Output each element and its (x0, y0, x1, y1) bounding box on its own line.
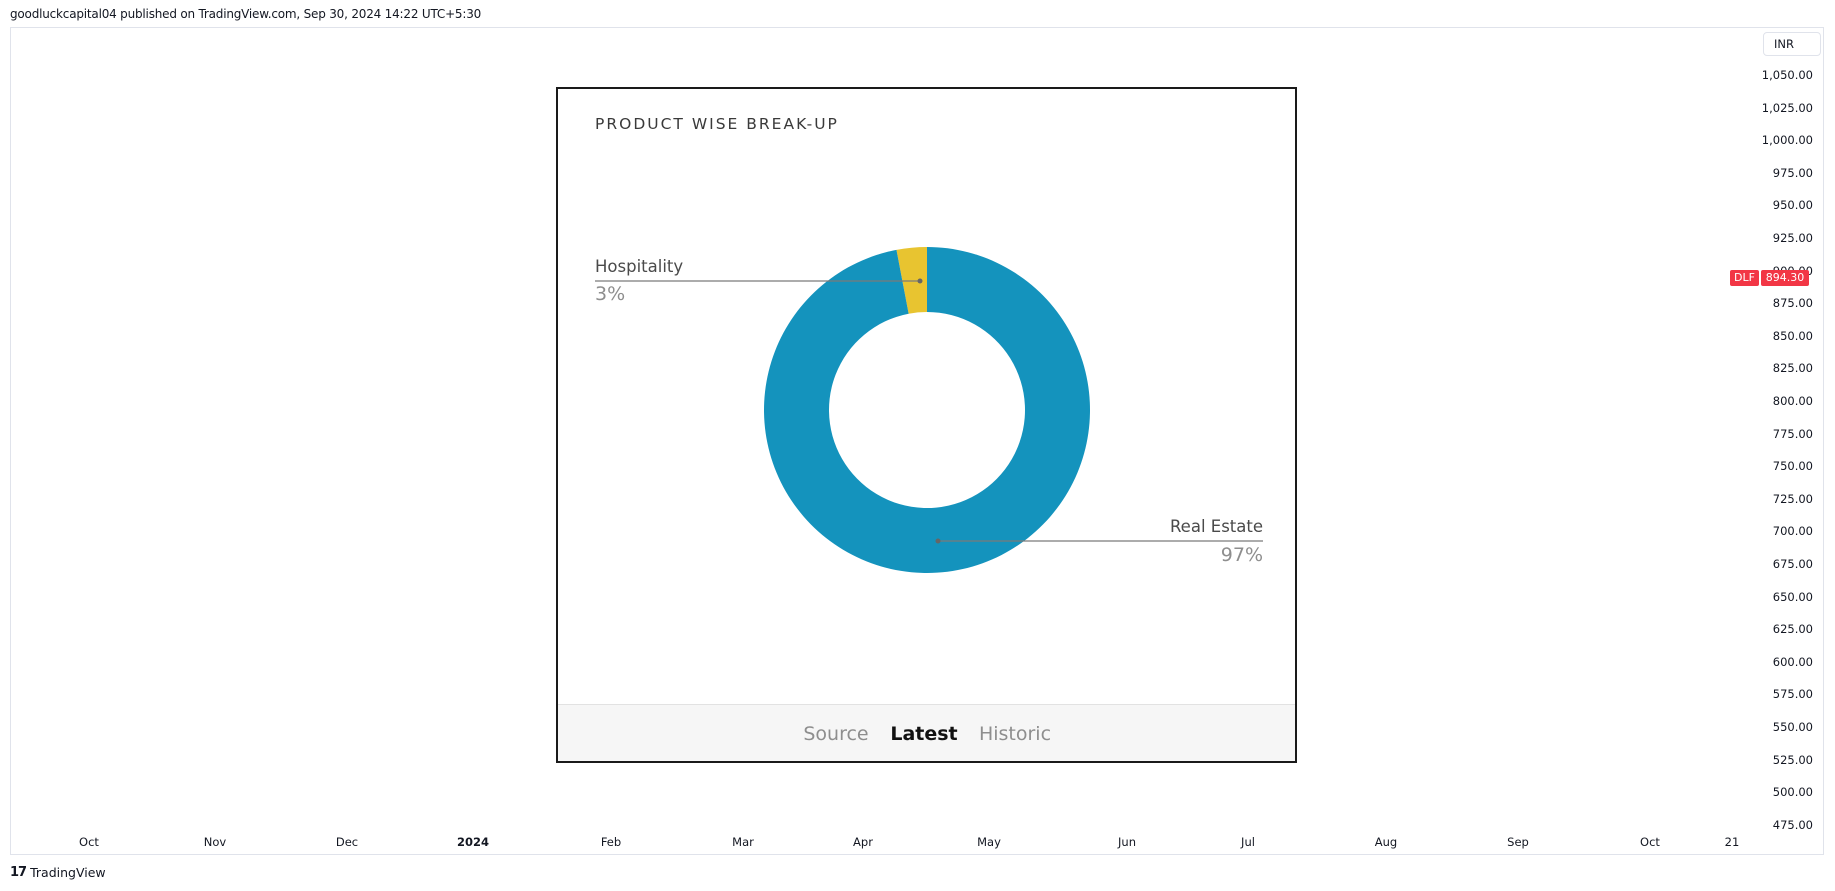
price-label: 600.00 (1772, 654, 1813, 669)
price-label: 750.00 (1772, 459, 1813, 474)
donut-slice-real-estate (764, 247, 1090, 573)
price-label: 850.00 (1772, 328, 1813, 343)
product-breakup-card: PRODUCT WISE BREAK-UP Hospitality 3% Real … (556, 87, 1297, 763)
time-label: Dec (335, 835, 359, 849)
leader-dot-hospitality (917, 278, 923, 284)
price-label: 875.00 (1772, 296, 1813, 311)
price-label: 925.00 (1772, 231, 1813, 245)
currency-selector[interactable]: INR (1763, 32, 1821, 56)
price-label: 1,000.00 (1761, 133, 1813, 148)
price-label: 500.00 (1772, 785, 1813, 800)
price-label: 775.00 (1772, 426, 1813, 441)
last-price-tag: 894.30 (1761, 270, 1809, 286)
time-label: Nov (203, 835, 227, 849)
price-label: 625.00 (1772, 622, 1813, 637)
price-label: 650.00 (1772, 589, 1813, 604)
time-label: Feb (600, 835, 622, 849)
slice-label-real-estate: Real Estate (1170, 517, 1263, 536)
time-label: 2024 (456, 835, 490, 849)
leader-dot-real-estate (935, 538, 941, 544)
tab-historic[interactable]: Historic (978, 723, 1052, 745)
price-label: 825.00 (1772, 361, 1813, 376)
price-label: 700.00 (1772, 524, 1813, 539)
price-label: 800.00 (1772, 394, 1813, 408)
tradingview-logo-icon: 17 (10, 865, 27, 880)
slice-percent-hospitality: 3% (595, 283, 625, 305)
time-label: Sep (1507, 835, 1529, 849)
time-label: Oct (1640, 835, 1660, 849)
ticker-tag: DLF (1730, 270, 1759, 286)
price-label: 725.00 (1772, 491, 1813, 506)
price-label: 475.00 (1772, 817, 1813, 832)
time-label: 21 (1724, 835, 1740, 849)
tradingview-footer[interactable]: 17 TradingView (10, 865, 106, 880)
time-label: Jul (1241, 835, 1255, 849)
time-label: May (977, 835, 1001, 849)
price-label: 950.00 (1772, 198, 1813, 213)
price-label: 1,025.00 (1761, 100, 1813, 115)
price-label: 975.00 (1772, 165, 1813, 180)
time-label: Apr (853, 835, 873, 849)
price-label: 1,050.00 (1761, 68, 1813, 82)
slice-percent-real-estate: 97% (1221, 544, 1263, 566)
tab-source[interactable]: Source (803, 723, 869, 745)
price-label: 675.00 (1772, 557, 1813, 571)
card-tab-bar: Source Latest Historic (558, 704, 1295, 761)
chart-title: PRODUCT WISE BREAK-UP (595, 115, 839, 133)
time-label: Jun (1118, 835, 1136, 849)
price-label: 525.00 (1772, 752, 1813, 767)
tradingview-logo-text: TradingView (30, 865, 106, 880)
tab-latest[interactable]: Latest (890, 723, 958, 745)
price-label: 575.00 (1772, 687, 1813, 702)
price-label: 550.00 (1772, 720, 1813, 734)
donut-chart: Hospitality 3% Real Estate 97% (595, 247, 1263, 573)
time-label: Aug (1374, 835, 1398, 849)
time-label: Oct (79, 835, 99, 849)
donut-slice-hospitality (896, 247, 927, 314)
slice-label-hospitality: Hospitality (595, 257, 683, 276)
time-label: Mar (732, 835, 754, 849)
price-scale[interactable]: 1,050.00 1,025.00 1,000.00 975.00 950.00 925.… (1751, 28, 1823, 854)
publish-info: goodluckcapital04 published on TradingVi… (10, 7, 482, 21)
